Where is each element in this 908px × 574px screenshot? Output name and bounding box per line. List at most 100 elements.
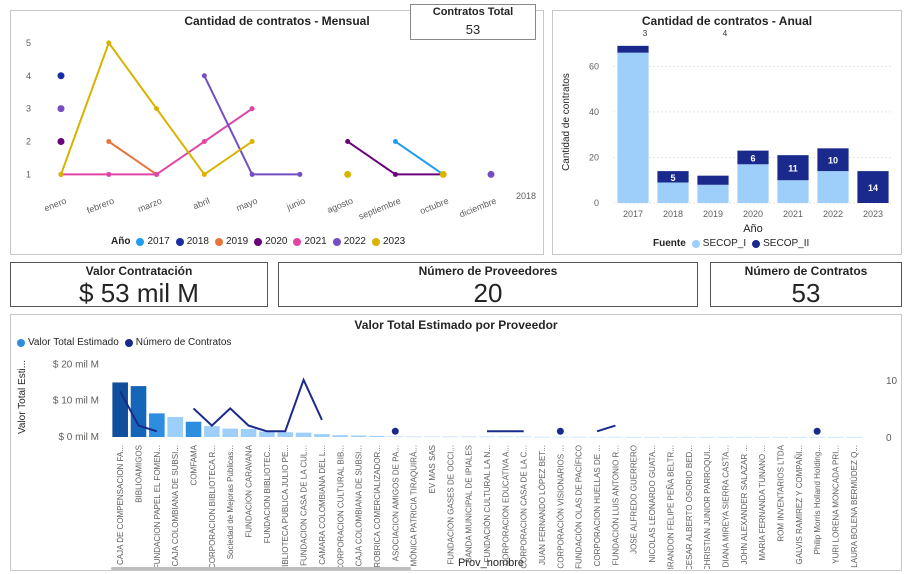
monthly-y-tick: 5 (26, 38, 31, 48)
legend-item-2017[interactable]: 2017 (136, 236, 170, 247)
proveedor-bar (809, 436, 825, 438)
bar-secop-ii-2019 (697, 175, 729, 185)
proveedor-y2-tick: 0 (886, 433, 892, 444)
monthly-chart-title: Cantidad de contratos - Mensual (184, 14, 370, 28)
proveedor-x-tick: CAJA COLOMBIANA DE SUBSI... (171, 445, 180, 566)
monthly-x-tick: diciembre (458, 196, 498, 220)
proveedor-bar (479, 436, 495, 438)
proveedor-bar (680, 436, 697, 438)
legend-dot (752, 239, 761, 248)
legend-label: 2021 (304, 236, 327, 247)
series-point-2021 (201, 139, 207, 145)
bar-data-label: 3 (643, 29, 648, 38)
legend-item-SECOP_II[interactable]: SECOP_II (752, 238, 809, 249)
numero-proveedores-card: Número de Proveedores 20 (278, 262, 698, 307)
legend-item-2023[interactable]: 2023 (371, 236, 405, 247)
proveedor-x-tick: FUNDACION GASES DE OCCI... (446, 445, 455, 565)
legend-item-2022[interactable]: 2022 (332, 236, 366, 247)
annual-x-tick: 2018 (663, 209, 683, 219)
proveedor-combo-chart[interactable]: $ 0 mil M $ 10 mil M $ 20 mil M 0 10 Valor To… (11, 349, 901, 569)
legend-label: 2017 (147, 236, 170, 247)
proveedor-x-tick: YURI LORENA MONCADA PRI... (831, 445, 840, 564)
proveedor-bar (332, 435, 349, 437)
proveedor-x-tick: FUNDACIÓN CULTURAL LA N... (483, 445, 492, 562)
proveedor-y-tick: $ 0 mil M (58, 432, 99, 443)
contracts-point (813, 427, 821, 435)
series-point-2021 (106, 171, 112, 177)
proveedor-x-tick: CORPORACIÓN VISIONARIOS ... (556, 445, 565, 569)
legend-item-2020[interactable]: 2020 (254, 236, 287, 247)
bar-secop-i-2019 (697, 184, 729, 203)
series-line-2021 (61, 107, 253, 176)
monthly-extra-label: 2018 (516, 191, 536, 201)
legend-item-2021[interactable]: 2021 (293, 236, 327, 247)
series-point-2022 (201, 73, 207, 79)
proveedor-bar (130, 386, 147, 437)
series-point-2023 (249, 139, 255, 145)
proveedor-x-tick: COMFAMA (190, 444, 199, 485)
proveedor-x-tick: CHRISTIAN JUNIOR PARROQUI... (703, 445, 712, 569)
legend-label: 2022 (343, 236, 366, 247)
bar-secop-i-2017 (617, 52, 649, 204)
proveedor-bar (424, 436, 440, 438)
annual-chart-panel[interactable]: Cantidad de contratos - Anual 0 20 40 60 Can… (552, 10, 902, 255)
monthly-chart-panel[interactable]: Cantidad de contratos - Mensual 1 2 3 4 5 ene… (10, 10, 544, 255)
proveedor-bar (625, 436, 642, 438)
bar-secop-i-2021 (777, 180, 809, 203)
monthly-line-chart[interactable]: 1 2 3 4 5 enero febrero marzo abril mayo junio agos… (11, 27, 543, 247)
series-line-2019 (108, 140, 158, 176)
proveedor-bar (350, 435, 367, 437)
proveedor-chart-panel[interactable]: Valor Total Estimado por Proveedor Valor… (10, 314, 902, 571)
monthly-x-tick: junio (284, 196, 306, 213)
monthly-y-tick: 1 (26, 169, 31, 179)
legend-dot (332, 237, 341, 246)
monthly-y-tick: 4 (26, 71, 31, 81)
proveedor-x-tick: FUNDACION BIBLIOTEC... (263, 445, 272, 543)
legend-label: 2019 (225, 236, 249, 247)
proveedor-bar (149, 413, 165, 437)
series-line-2017 (394, 140, 444, 176)
bar-secop-ii-2022 (817, 148, 849, 172)
proveedor-bar (827, 436, 844, 438)
proveedor-bar (552, 436, 569, 438)
legend-dot (371, 237, 380, 246)
proveedor-x-tick: FUNDACION PAPEL EL FOMEN... (153, 445, 162, 569)
annual-bar-chart[interactable]: 0 20 40 60 Cantidad de contratos Año 2017 3 2018… (553, 27, 901, 242)
contracts-line (119, 390, 158, 433)
legend-item-SECOP_I[interactable]: SECOP_I (691, 238, 746, 249)
proveedor-x-tick: JUAN FERNANDO LÓPEZ BET... (538, 445, 547, 565)
proveedor-bar (405, 436, 422, 438)
proveedor-x-tick: BRANDON FELIPE PEÑA BELTR... (666, 445, 675, 569)
annual-y-tick: 40 (589, 107, 599, 117)
legend-valor-total[interactable]: Valor Total Estimado (17, 337, 119, 348)
annual-legend: Fuente SECOP_I SECOP_II (653, 238, 809, 249)
legend-numero-contratos[interactable]: Número de Contratos (124, 337, 231, 348)
legend-dot (175, 237, 184, 246)
series-point-2021 (249, 106, 255, 112)
proveedor-x-tick: CORPORACION CASA DE LA C... (520, 445, 529, 569)
horizontal-scrollbar[interactable] (111, 567, 411, 570)
proveedor-bar (497, 436, 514, 438)
series-point-2022 (297, 171, 303, 177)
series-point-2023 (58, 171, 64, 177)
series-point-2020 (345, 139, 351, 145)
monthly-x-tick: agosto (326, 196, 355, 215)
legend-item-2018[interactable]: 2018 (175, 236, 209, 247)
valor-contratacion-label: Valor Contratación (85, 264, 193, 278)
proveedor-x-tick: CORPORACION HUELLAS DE ... (593, 445, 602, 566)
monthly-x-tick: mayo (235, 196, 259, 214)
proveedor-bar (112, 382, 128, 437)
proveedor-x-tick: BIBLIOAMIGOS (135, 445, 144, 503)
proveedor-bar (772, 436, 789, 438)
legend-item-2019[interactable]: 2019 (214, 236, 249, 247)
bar-secop-ii-2020 (737, 150, 769, 165)
proveedor-bar (570, 436, 587, 438)
legend-label: 2020 (265, 236, 288, 247)
annual-x-tick: 2023 (863, 209, 883, 219)
numero-proveedores-value: 20 (473, 278, 503, 308)
proveedor-x-tick: MARIA FERNANDA TUNANO ... (758, 445, 767, 560)
proveedor-bar (369, 435, 385, 437)
proveedor-bar (607, 436, 624, 438)
bar-data-label: 6 (750, 153, 755, 163)
proveedor-x-tick: FUNDACION CARAVANA (245, 444, 254, 537)
